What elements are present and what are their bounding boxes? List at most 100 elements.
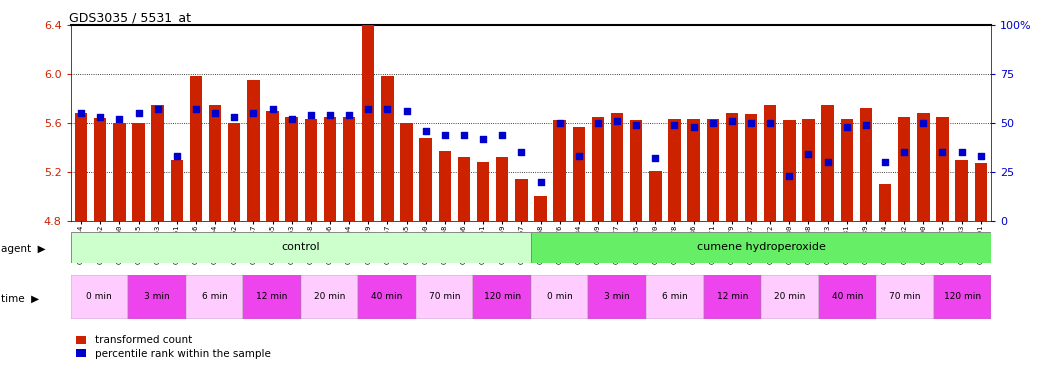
Bar — [304, 119, 317, 221]
Bar — [745, 114, 758, 221]
Bar — [362, 0, 375, 221]
Text: GDS3035 / 5531_at: GDS3035 / 5531_at — [69, 11, 191, 24]
Text: 70 min: 70 min — [429, 292, 461, 301]
Bar — [936, 117, 949, 221]
Bar — [610, 113, 623, 221]
Point — [743, 120, 760, 126]
Point — [705, 120, 721, 126]
Bar — [343, 117, 355, 221]
Point — [417, 127, 434, 134]
Bar — [783, 121, 795, 221]
Bar — [876, 275, 934, 319]
Bar — [975, 163, 987, 221]
Point — [551, 120, 568, 126]
Point — [781, 173, 797, 179]
Bar — [419, 137, 432, 221]
Point — [647, 155, 663, 161]
Bar — [573, 127, 585, 221]
Bar — [764, 104, 776, 221]
Text: 12 min: 12 min — [256, 292, 288, 301]
Point — [973, 153, 989, 159]
Text: 70 min: 70 min — [890, 292, 921, 301]
Bar — [247, 80, 260, 221]
Point — [762, 120, 778, 126]
Bar — [358, 275, 416, 319]
Bar — [75, 113, 87, 221]
Bar — [228, 123, 241, 221]
Bar — [496, 157, 509, 221]
Bar — [592, 117, 604, 221]
Point — [340, 112, 357, 118]
Text: 120 min: 120 min — [944, 292, 981, 301]
Point — [111, 116, 128, 122]
Bar — [416, 275, 473, 319]
Bar — [761, 275, 819, 319]
Text: 120 min: 120 min — [484, 292, 521, 301]
Bar — [687, 119, 700, 221]
Point — [437, 132, 454, 138]
Text: 20 min: 20 min — [313, 292, 346, 301]
Point — [723, 118, 740, 124]
Bar — [934, 275, 991, 319]
Bar — [553, 121, 566, 221]
Bar — [535, 196, 547, 221]
Text: cumene hydroperoxide: cumene hydroperoxide — [696, 242, 825, 252]
Bar — [646, 275, 704, 319]
Point — [608, 118, 625, 124]
Bar — [589, 275, 646, 319]
Text: time  ▶: time ▶ — [1, 294, 39, 304]
Point — [916, 120, 932, 126]
Point — [322, 112, 338, 118]
Point — [360, 106, 377, 112]
Bar — [190, 76, 202, 221]
Bar — [802, 119, 815, 221]
Bar — [531, 275, 589, 319]
Bar — [649, 170, 661, 221]
Bar — [285, 117, 298, 221]
Bar — [186, 275, 243, 319]
Bar — [704, 275, 761, 319]
Bar — [381, 76, 393, 221]
Bar — [209, 104, 221, 221]
Text: 12 min: 12 min — [716, 292, 748, 301]
Point — [379, 106, 395, 112]
Bar — [859, 108, 872, 221]
Point — [628, 122, 645, 128]
Point — [302, 112, 319, 118]
Bar — [819, 275, 876, 319]
Point — [92, 114, 109, 120]
Point — [456, 132, 472, 138]
Bar — [918, 113, 930, 221]
Point — [666, 122, 683, 128]
Bar — [515, 179, 527, 221]
Point — [571, 153, 588, 159]
Bar — [401, 123, 413, 221]
Point — [685, 124, 702, 130]
Text: control: control — [281, 242, 320, 252]
Bar — [439, 151, 452, 221]
Point — [896, 149, 912, 155]
Point — [590, 120, 606, 126]
Bar — [630, 121, 643, 221]
Text: 20 min: 20 min — [774, 292, 805, 301]
Bar — [531, 232, 991, 263]
Point — [399, 108, 415, 114]
Text: 40 min: 40 min — [372, 292, 403, 301]
Bar — [170, 160, 183, 221]
Bar — [821, 104, 834, 221]
Bar — [476, 162, 489, 221]
Bar — [243, 275, 301, 319]
Bar — [726, 113, 738, 221]
Bar — [132, 123, 144, 221]
Text: 3 min: 3 min — [144, 292, 170, 301]
Text: 0 min: 0 min — [86, 292, 112, 301]
Bar — [668, 119, 681, 221]
Point — [877, 159, 894, 165]
Text: 3 min: 3 min — [604, 292, 630, 301]
Point — [513, 149, 529, 155]
Point — [857, 122, 874, 128]
Legend: transformed count, percentile rank within the sample: transformed count, percentile rank withi… — [76, 336, 271, 359]
Bar — [267, 111, 279, 221]
Point — [283, 116, 300, 122]
Bar — [128, 275, 186, 319]
